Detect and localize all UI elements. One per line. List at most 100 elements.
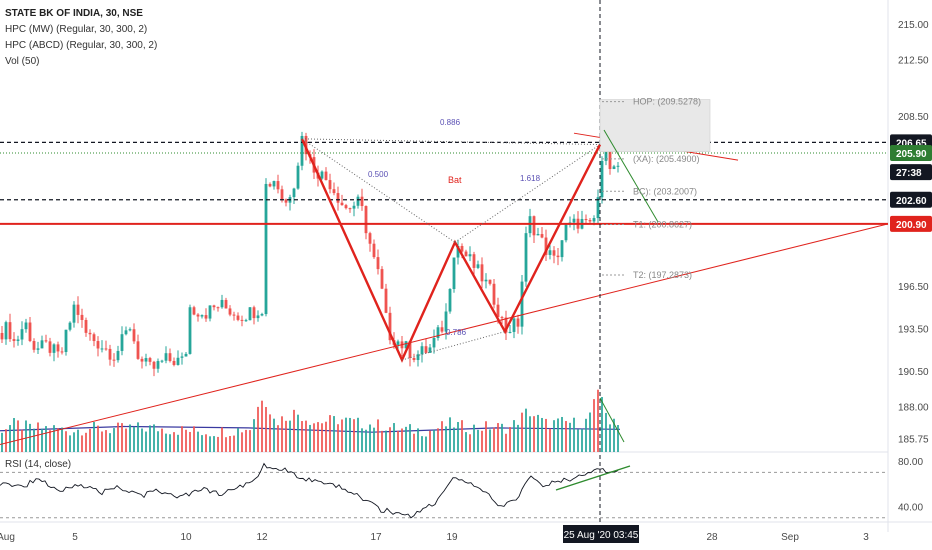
volume-bar — [529, 416, 531, 452]
volume-bar — [9, 425, 11, 452]
volume-bar — [157, 431, 159, 452]
candle-body — [188, 307, 192, 354]
candle-body — [112, 359, 116, 361]
volume-bar — [273, 418, 275, 452]
candle-body — [236, 315, 240, 320]
candle-body — [44, 340, 48, 342]
volume-bar — [509, 427, 511, 452]
ratio-label-xb: 0.886 — [440, 118, 461, 127]
candle-body — [220, 299, 224, 308]
candle-body — [488, 279, 492, 284]
volume-bar — [141, 428, 143, 452]
volume-bar — [161, 428, 163, 452]
volume-bar — [473, 424, 475, 452]
price-tick-label: 215.00 — [898, 20, 929, 31]
candle-body — [76, 304, 80, 315]
volume-bar — [261, 400, 263, 452]
volume-bar — [513, 420, 515, 452]
volume-bar — [77, 429, 79, 452]
candle-body — [204, 315, 208, 319]
volume-bar — [277, 425, 279, 452]
volume-bar — [393, 423, 395, 452]
volume-bar — [585, 418, 587, 452]
crosshair-time-label: 25 Aug '20 03:45 — [564, 530, 639, 541]
candle-body — [24, 322, 28, 330]
candle-body — [364, 206, 368, 234]
candle-body — [124, 330, 128, 335]
candle-body — [36, 348, 40, 350]
candle-body — [604, 152, 608, 161]
volume-bar — [237, 428, 239, 452]
volume-bar — [441, 421, 443, 452]
candle-body — [420, 346, 424, 355]
candle-body — [328, 180, 332, 190]
candle-body — [468, 254, 472, 257]
symbol-title[interactable]: STATE BK OF INDIA, 30, NSE — [5, 8, 143, 19]
volume-bar — [193, 426, 195, 452]
candle-body — [552, 250, 556, 256]
volume-bar — [253, 419, 255, 452]
volume-bar — [233, 435, 235, 452]
candle-body — [540, 234, 544, 238]
volume-bar — [305, 420, 307, 452]
volume-bar — [57, 428, 59, 452]
level-label: HOP: (209.5278) — [633, 97, 701, 107]
candle-body — [544, 237, 548, 255]
candle-body — [416, 354, 420, 361]
volume-bar — [145, 431, 147, 452]
volume-bar — [373, 427, 375, 452]
volume-bar — [169, 434, 171, 452]
volume-bar — [257, 406, 259, 452]
price-label-box — [890, 215, 932, 232]
candle-body — [472, 254, 476, 268]
volume-bar — [173, 432, 175, 452]
price-tick-label: 190.50 — [898, 367, 929, 378]
candle-body — [164, 353, 168, 361]
candle-body — [508, 331, 512, 333]
indicator-hpc-mw[interactable]: HPC (MW) (Regular, 30, 300, 2) — [5, 24, 148, 35]
level-label: T1: (200.8627) — [633, 219, 692, 229]
indicator-volume[interactable]: Vol (50) — [5, 56, 40, 67]
volume-bar — [1, 432, 3, 452]
volume-bar — [29, 423, 31, 452]
candle-body — [92, 334, 96, 342]
candle-body — [612, 166, 616, 169]
candle-body — [64, 329, 68, 353]
candle-body — [8, 322, 12, 340]
volume-bar — [609, 424, 611, 452]
volume-bar — [241, 432, 243, 452]
candle-body — [476, 264, 480, 268]
pattern-name-label: Bat — [448, 175, 462, 185]
candle-body — [452, 257, 456, 290]
volume-bar — [365, 429, 367, 452]
bat-pattern-legs — [300, 138, 602, 363]
volume-bar — [73, 432, 75, 452]
price-label-text: 27:38 — [896, 168, 922, 179]
candle-body — [104, 348, 108, 350]
ratio-line-bd — [454, 144, 601, 243]
candle-body — [4, 322, 8, 340]
candle-body — [260, 314, 264, 316]
candle-body — [172, 360, 176, 365]
price-tick-label: 193.50 — [898, 325, 929, 336]
volume-bar — [181, 426, 183, 452]
candle-body — [496, 304, 500, 318]
candle-body — [96, 341, 100, 349]
candle-body — [212, 305, 216, 308]
rsi-legend[interactable]: RSI (14, close) — [5, 459, 72, 470]
volume-bar — [565, 421, 567, 452]
volume-bar — [369, 424, 371, 452]
volume-bar — [489, 429, 491, 452]
price-tick-label: 212.50 — [898, 56, 929, 67]
volume-bar — [113, 428, 115, 452]
candle-body — [344, 205, 348, 209]
volume-bar — [321, 423, 323, 452]
indicator-hpc-abcd[interactable]: HPC (ABCD) (Regular, 30, 300, 2) — [5, 40, 158, 51]
candle-body — [276, 181, 280, 190]
time-tick-label: 12 — [256, 532, 268, 543]
volume-bar — [341, 419, 343, 452]
candle-body — [356, 196, 360, 206]
volume-bar — [385, 430, 387, 452]
